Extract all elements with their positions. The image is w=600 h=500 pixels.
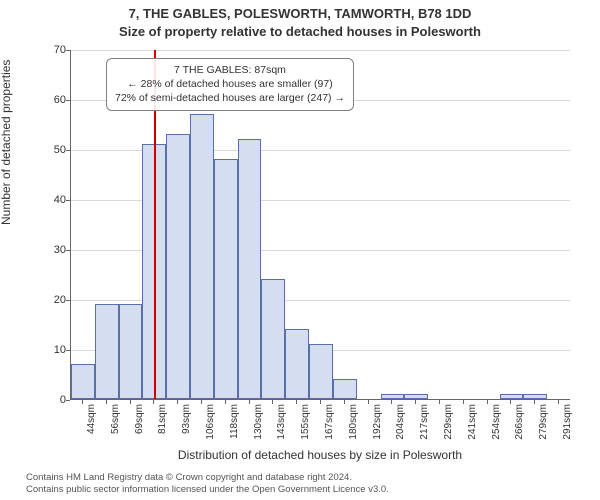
x-tick-mark — [320, 400, 321, 404]
x-tick-label: 241sqm — [467, 404, 478, 440]
y-tick-mark — [66, 300, 70, 301]
x-tick-label: 204sqm — [395, 404, 406, 440]
y-tick-label: 70 — [38, 44, 66, 56]
x-tick-mark — [177, 400, 178, 404]
x-tick-mark — [249, 400, 250, 404]
x-tick-label: 118sqm — [229, 404, 240, 439]
x-tick-mark — [106, 400, 107, 404]
chart-container: { "titles": { "line1": "7, THE GABLES, P… — [0, 0, 600, 500]
x-tick-mark — [463, 400, 464, 404]
x-tick-mark — [534, 400, 535, 404]
y-tick-label: 10 — [38, 344, 66, 356]
x-tick-mark — [415, 400, 416, 404]
x-tick-mark — [368, 400, 369, 404]
x-tick-label: 81sqm — [157, 404, 168, 434]
y-tick-mark — [66, 200, 70, 201]
y-tick-label: 30 — [38, 244, 66, 256]
legend-line: 72% of semi-detached houses are larger (… — [115, 91, 345, 105]
y-tick-label: 60 — [38, 94, 66, 106]
footer-line-1: Contains HM Land Registry data © Crown c… — [26, 472, 389, 484]
x-tick-label: 44sqm — [86, 404, 97, 434]
legend-line: 7 THE GABLES: 87sqm — [115, 63, 345, 77]
legend-box: 7 THE GABLES: 87sqm← 28% of detached hou… — [106, 58, 354, 111]
x-tick-mark — [201, 400, 202, 404]
y-tick-mark — [66, 50, 70, 51]
chart-title-subtitle: Size of property relative to detached ho… — [0, 24, 600, 39]
y-tick-mark — [66, 400, 70, 401]
x-tick-label: 180sqm — [348, 404, 359, 440]
y-tick-mark — [66, 350, 70, 351]
y-tick-label: 50 — [38, 144, 66, 156]
x-tick-mark — [272, 400, 273, 404]
x-tick-mark — [558, 400, 559, 404]
legend-line: ← 28% of detached houses are smaller (97… — [115, 77, 345, 91]
x-tick-label: 192sqm — [372, 404, 383, 440]
x-tick-label: 130sqm — [253, 404, 264, 440]
x-tick-label: 229sqm — [443, 404, 454, 440]
x-tick-label: 279sqm — [538, 404, 549, 440]
chart-title-address: 7, THE GABLES, POLESWORTH, TAMWORTH, B78… — [0, 6, 600, 21]
x-tick-label: 143sqm — [276, 404, 287, 440]
x-tick-label: 106sqm — [205, 404, 216, 440]
y-tick-label: 20 — [38, 294, 66, 306]
x-tick-mark — [153, 400, 154, 404]
x-tick-label: 266sqm — [514, 404, 525, 440]
x-tick-mark — [344, 400, 345, 404]
x-tick-mark — [82, 400, 83, 404]
x-tick-label: 217sqm — [419, 404, 430, 440]
x-tick-mark — [510, 400, 511, 404]
x-axis-label: Distribution of detached houses by size … — [70, 448, 570, 462]
x-tick-mark — [296, 400, 297, 404]
y-tick-mark — [66, 250, 70, 251]
x-tick-label: 155sqm — [300, 404, 311, 440]
x-tick-mark — [130, 400, 131, 404]
legend-layer: 7 THE GABLES: 87sqm← 28% of detached hou… — [71, 50, 570, 399]
y-tick-mark — [66, 150, 70, 151]
plot-area: 7 THE GABLES: 87sqm← 28% of detached hou… — [70, 50, 570, 400]
x-tick-label: 291sqm — [562, 404, 573, 440]
x-tick-label: 167sqm — [324, 404, 335, 440]
x-tick-label: 254sqm — [491, 404, 502, 440]
x-tick-mark — [225, 400, 226, 404]
x-tick-mark — [487, 400, 488, 404]
footer-line-2: Contains public sector information licen… — [26, 484, 389, 496]
x-tick-label: 69sqm — [134, 404, 145, 434]
y-axis-label: Number of detached properties — [0, 60, 13, 225]
y-tick-label: 0 — [38, 394, 66, 406]
y-tick-mark — [66, 100, 70, 101]
footer: Contains HM Land Registry data © Crown c… — [26, 472, 389, 496]
y-tick-label: 40 — [38, 194, 66, 206]
x-tick-mark — [439, 400, 440, 404]
x-tick-label: 93sqm — [181, 404, 192, 434]
x-tick-label: 56sqm — [110, 404, 121, 434]
x-tick-mark — [391, 400, 392, 404]
